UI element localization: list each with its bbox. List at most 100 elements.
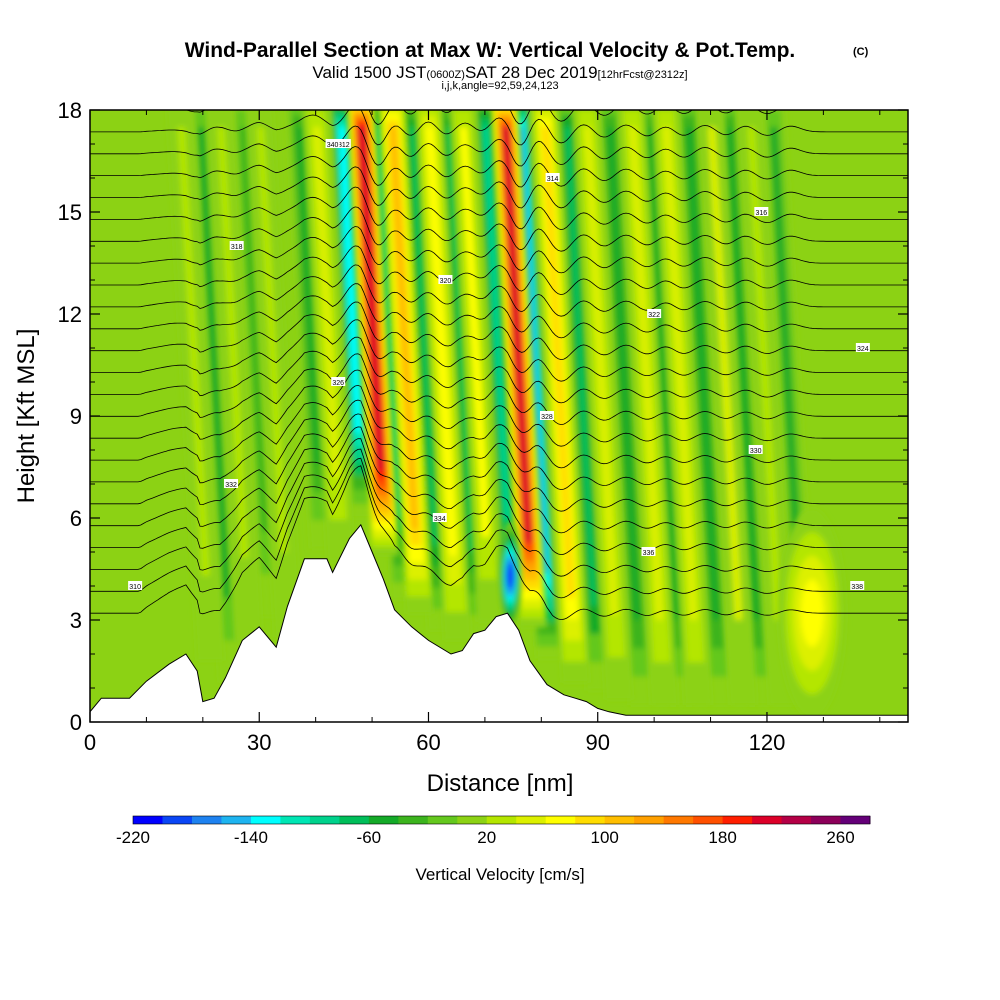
- isentrope-label: 320: [438, 275, 453, 285]
- isentrope-label-text: 328: [541, 414, 553, 421]
- colorbar-swatch: [693, 816, 724, 824]
- isentrope: [90, 186, 908, 231]
- downdraft-band: [770, 127, 805, 620]
- isentrope: [90, 264, 908, 317]
- isentrope-label: 324: [855, 343, 870, 353]
- x-axis: 0 30 60 90 120: [84, 110, 881, 755]
- updraft-band: [662, 127, 698, 620]
- colorbar-tick-label: -60: [357, 828, 382, 847]
- colorbar-swatch: [811, 816, 842, 824]
- downdraft-column-12: [675, 110, 734, 705]
- x-tick-label: 30: [247, 730, 271, 755]
- isentrope: [90, 146, 908, 188]
- colorbar-tick-label: 260: [826, 828, 854, 847]
- colorbar-tick-label: 20: [477, 828, 496, 847]
- updraft-band: [177, 127, 210, 576]
- colorbar-label: Vertical Velocity [cm/s]: [415, 865, 584, 884]
- updraft-column-9: [530, 110, 590, 683]
- isentrope: [90, 319, 908, 382]
- colorbar-swatch: [722, 816, 753, 824]
- isentrope-label-text: 320: [440, 278, 452, 285]
- colorbar-frame: [132, 815, 871, 825]
- updraft-band: [747, 127, 783, 620]
- updraft-band: [628, 127, 664, 620]
- isentrope-label-text: 314: [547, 176, 559, 183]
- isentrope-label: 326: [331, 377, 346, 387]
- isentrope: [90, 353, 908, 426]
- isentrope: [90, 399, 908, 491]
- downdraft-core-level: [507, 565, 514, 586]
- isentrope: [90, 125, 908, 167]
- isentrope-label-text: 324: [857, 346, 869, 353]
- isentrope-label: 328: [539, 411, 554, 421]
- downdraft-band: [606, 127, 641, 620]
- isentrope: [90, 206, 908, 252]
- colorbar-swatch: [752, 816, 783, 824]
- isentrope-label-text: 322: [648, 312, 660, 319]
- x-tick-label: 120: [749, 730, 786, 755]
- velocity-field: [166, 110, 847, 719]
- isentrope: [90, 301, 908, 361]
- x-tick-label: 90: [585, 730, 609, 755]
- y-tick-label: 6: [70, 506, 82, 531]
- isentrope-label: 314: [545, 173, 560, 183]
- isentrope-label: 334: [432, 513, 447, 523]
- downdraft-band: [296, 127, 322, 464]
- colorbar-tick-label: -140: [234, 828, 268, 847]
- isentrope: [90, 110, 908, 146]
- subtitle: Valid 1500 JST(0600Z)SAT 28 Dec 2019[12h…: [312, 63, 687, 82]
- x-tick-label: 60: [416, 730, 440, 755]
- colorbar-tick-label: -220: [116, 828, 150, 847]
- isentrope: [90, 438, 908, 556]
- isentrope: [90, 457, 908, 599]
- y-axis-label: Height [Kft MSL]: [13, 329, 40, 504]
- colorbar-tick-label: 180: [708, 828, 736, 847]
- isentrope-label: 338: [850, 581, 865, 591]
- isentrope-label: 332: [224, 479, 239, 489]
- updraft-band: [389, 127, 419, 529]
- isentrope-label-text: 326: [332, 380, 344, 387]
- isentrope-label-text: 332: [225, 482, 237, 489]
- isentrope-label-text: 330: [750, 448, 762, 455]
- updraft-band: [216, 127, 249, 558]
- updraft-column-4: [347, 110, 400, 556]
- updraft-band: [583, 127, 619, 615]
- downdraft-band: [408, 127, 440, 546]
- colorbar-swatch: [604, 816, 635, 824]
- isentrope: [90, 369, 908, 447]
- isentrope-label-text: 340: [327, 142, 339, 149]
- isentrope-label-text: 310: [129, 584, 141, 591]
- index-annotation: i,j,k,angle=92,59,24,123: [441, 80, 558, 92]
- y-tick-label: 18: [58, 98, 82, 123]
- updraft-band: [459, 127, 490, 537]
- isentrope: [90, 448, 908, 577]
- updraft-column-1: [206, 110, 263, 643]
- isentrope: [90, 245, 908, 296]
- downdraft-band: [197, 127, 231, 598]
- terrain: [90, 523, 908, 722]
- colorbar-swatch: [339, 816, 370, 824]
- colorbar-swatch: [162, 816, 193, 824]
- isentrope: [90, 283, 908, 339]
- chart-title-mark: (C): [853, 46, 869, 58]
- downdraft-column-10: [596, 110, 655, 705]
- colorbar-tick-label: 100: [590, 828, 618, 847]
- isentrope-label: 336: [641, 547, 656, 557]
- isentrope-label-text: 334: [434, 516, 446, 523]
- downdraft-core: [499, 521, 522, 630]
- colorbar-swatch: [280, 816, 311, 824]
- downdraft-band: [724, 127, 760, 620]
- isentrope: [90, 465, 908, 621]
- updraft-band: [541, 127, 575, 598]
- colorbar-swatch: [516, 816, 547, 824]
- colorbar-swatch: [545, 816, 576, 824]
- isentrope: [90, 336, 908, 404]
- isentrope-label-text: 336: [643, 550, 655, 557]
- colorbar-swatch: [250, 816, 281, 824]
- y-tick-label: 15: [58, 200, 82, 225]
- isentrope: [90, 226, 908, 274]
- colorbar-swatch: [575, 816, 606, 824]
- colorbar-swatch: [457, 816, 488, 824]
- colorbar-swatch: [663, 816, 694, 824]
